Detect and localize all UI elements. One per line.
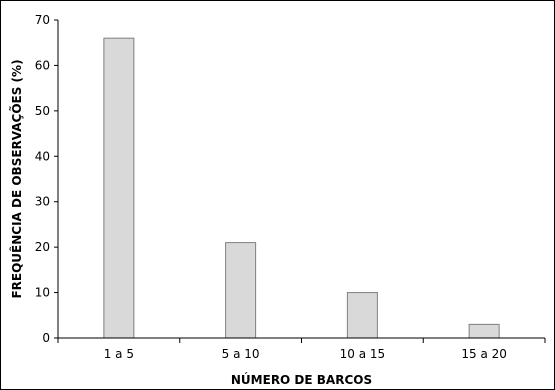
x-tick-label-3: 10 a 15: [340, 347, 386, 361]
axes-layer: [54, 19, 546, 343]
y-tick-label-7: 70: [35, 13, 50, 27]
y-tick-label-5: 50: [35, 104, 50, 118]
labels-layer: 0 10 20 30 40 50 60 70 1 a 5 5 a 10 10 a 15 15 a 20: [35, 13, 507, 361]
y-tick-label-2: 20: [35, 240, 50, 254]
bar-4: [468, 323, 500, 339]
x-tick-label-4: 15 a 20: [461, 347, 507, 361]
x-tick-label-1: 1 a 5: [104, 347, 134, 361]
x-tick-label-2: 5 a 10: [222, 347, 260, 361]
bar-3: [346, 292, 378, 339]
y-axis-title: FREQUÊNCIA DE OBSERVAÇÕES (%): [9, 59, 24, 298]
bar-1: [103, 37, 135, 339]
bar-2: [225, 242, 257, 339]
bars-layer: [103, 37, 500, 339]
x-axis-title: NÚMERO DE BARCOS: [231, 372, 372, 387]
y-tick-label-6: 60: [35, 58, 50, 72]
y-tick-label-4: 40: [35, 149, 50, 163]
y-tick-label-1: 10: [35, 286, 50, 300]
y-tick-label-3: 30: [35, 195, 50, 209]
y-tick-label-0: 0: [42, 331, 50, 345]
